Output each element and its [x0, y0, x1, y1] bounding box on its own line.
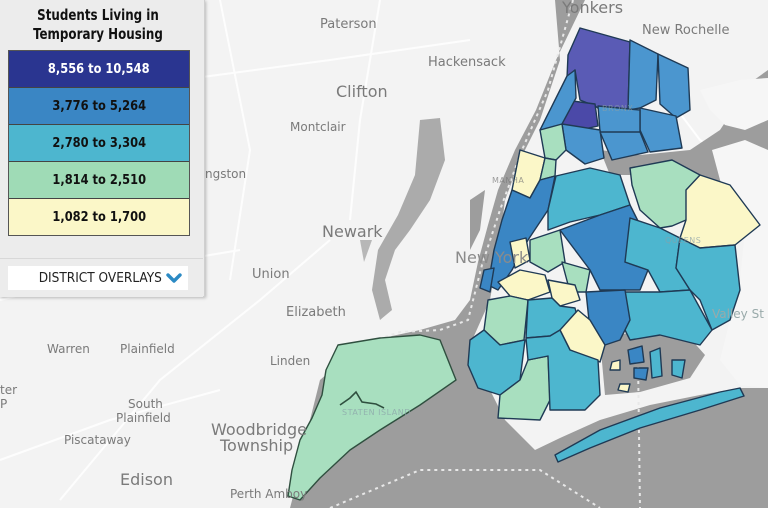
- legend-bin-4: 1,814 to 2,510: [9, 162, 189, 199]
- jamaica-bay-island[interactable]: [671, 359, 686, 379]
- borough-label-queens: QUEENS: [665, 236, 702, 245]
- district-brooklyn-14b[interactable]: [529, 229, 566, 273]
- legend-title-line2: Temporary Housing: [33, 25, 163, 43]
- place-label-township: Township: [220, 436, 294, 455]
- legend-bin-3: 2,780 to 3,304: [9, 125, 189, 162]
- jamaica-bay-island[interactable]: [609, 359, 621, 371]
- place-label-elizabeth: Elizabeth: [286, 305, 346, 320]
- place-label-edison: Edison: [120, 470, 173, 489]
- place-label-new-rochelle: New Rochelle: [642, 23, 730, 38]
- place-label-piscataway: Piscataway: [64, 433, 131, 447]
- legend-title-line1: Students Living in: [37, 6, 159, 24]
- overlay-bar: DISTRICT OVERLAYS: [0, 258, 203, 297]
- legend-scale: 8,556 to 10,548 3,776 to 5,264 2,780 to …: [8, 50, 190, 236]
- legend-bin-2: 3,776 to 5,264: [9, 88, 189, 125]
- district-manhattan-1[interactable]: [479, 267, 495, 293]
- district-overlays-label: DISTRICT OVERLAYS: [38, 270, 162, 286]
- place-label-linden: Linden: [270, 354, 311, 368]
- place-label-new-york: New York: [455, 248, 529, 267]
- legend-bin-1: 8,556 to 10,548: [9, 51, 189, 88]
- place-label-plainfield: Plainfield: [120, 342, 175, 356]
- place-label-valley-stream: Valley St: [712, 307, 764, 321]
- legend-title: Students Living in Temporary Housing: [12, 6, 184, 44]
- creek: [339, 390, 385, 409]
- district-bronx-11b[interactable]: [657, 53, 691, 119]
- district-brooklyn-22[interactable]: [525, 329, 601, 411]
- district-brooklyn-16[interactable]: [547, 279, 581, 307]
- district-queens-29[interactable]: [675, 237, 741, 331]
- place-label-montclair: Montclair: [290, 120, 346, 134]
- district-bronx-11[interactable]: [627, 39, 659, 111]
- borough-label-manhattan: MANHA: [492, 176, 525, 185]
- district-manhattan-5[interactable]: [539, 123, 567, 161]
- place-label-south: South: [128, 397, 163, 411]
- place-label-livingston: ngston: [205, 167, 247, 181]
- place-label-perth-amboy: Perth Amboy: [230, 487, 308, 501]
- jamaica-bay-island[interactable]: [649, 347, 663, 379]
- place-label-newark: Newark: [322, 222, 383, 241]
- legend-bin-label: 1,814 to 2,510: [52, 172, 146, 188]
- district-queens-27-rockaway[interactable]: [554, 387, 745, 463]
- place-label-south-plainfield: Plainfield: [116, 411, 171, 425]
- place-label-warren: Warren: [47, 342, 90, 356]
- chevron-down-icon: [166, 273, 182, 283]
- place-label-bridgewater-partial: ter: [0, 383, 18, 397]
- legend-bin-label: 1,082 to 1,700: [52, 209, 146, 225]
- borough-label-staten-island: STATEN ISLAND: [342, 408, 411, 417]
- place-label-union: Union: [252, 267, 290, 282]
- school-districts[interactable]: [287, 27, 761, 501]
- legend-panel: Students Living in Temporary Housing 8,5…: [0, 0, 205, 297]
- place-label-yonkers: Yonkers: [562, 0, 624, 17]
- place-label-partial-p: P: [0, 397, 8, 411]
- district-staten-island-31[interactable]: [287, 334, 457, 501]
- jamaica-bay-island[interactable]: [627, 345, 645, 365]
- district-queens-25[interactable]: [629, 159, 701, 229]
- legend-bin-label: 2,780 to 3,304: [52, 135, 146, 151]
- place-label-woodbridge: Woodbridge: [211, 420, 307, 439]
- place-label-hackensack: Hackensack: [428, 55, 506, 70]
- district-overlays-button[interactable]: DISTRICT OVERLAYS: [8, 266, 188, 290]
- jamaica-bay-island[interactable]: [633, 367, 649, 381]
- legend-bin-5: 1,082 to 1,700: [9, 199, 189, 235]
- legend-bin-label: 8,556 to 10,548: [48, 61, 150, 77]
- borough-label-bronx: BRONX: [602, 104, 634, 113]
- place-label-paterson: Paterson: [320, 17, 377, 32]
- place-label-clifton: Clifton: [336, 82, 388, 101]
- legend-bin-label: 3,776 to 5,264: [52, 98, 146, 114]
- land-east: [700, 78, 768, 388]
- state-boundaries: [329, 0, 641, 508]
- district-bronx-7b[interactable]: [599, 131, 649, 161]
- jamaica-bay-island[interactable]: [617, 383, 631, 393]
